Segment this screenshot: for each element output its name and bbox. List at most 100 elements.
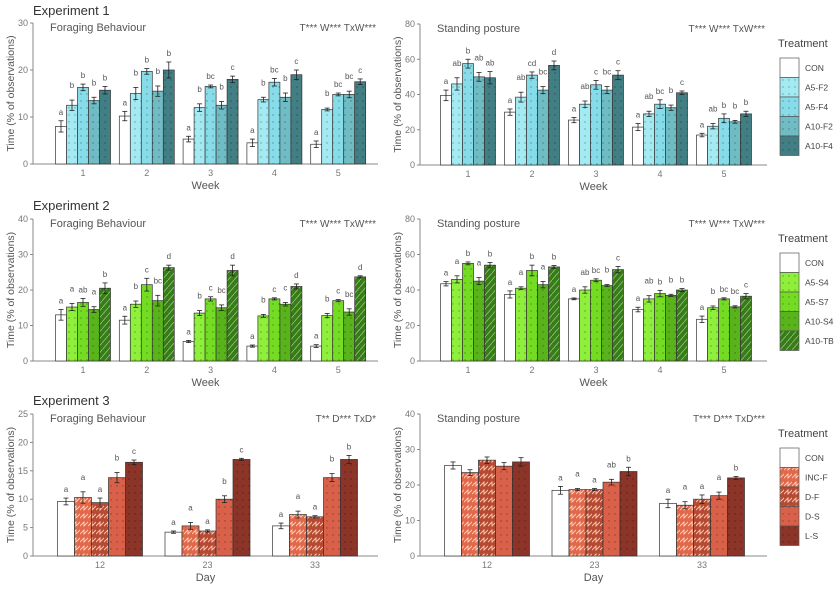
x-tick-label: 33 — [697, 560, 707, 570]
x-tick-label: 4 — [657, 169, 662, 179]
significance-letter: cd — [528, 59, 536, 68]
significance-letter: b — [134, 282, 139, 291]
significance-letter: d — [294, 271, 298, 280]
significance-letter: c — [358, 66, 362, 75]
y-tick-label: 20 — [18, 65, 28, 75]
bar-con — [632, 309, 644, 362]
legend-swatch — [779, 311, 800, 332]
y-tick-label: 25 — [18, 409, 28, 419]
y-axis-label: Time (% of observations) — [392, 427, 404, 543]
y-tick-label: 20 — [18, 285, 28, 295]
chart-panel: Standing posture T*** W*** TxW*** 0 20 40 60 8… — [392, 19, 833, 193]
bar-a10-tb — [162, 267, 175, 362]
legend: Treatment CON A5-S4 A5-S7 A10-S4 A10-TB — [778, 233, 834, 351]
bar-a10-f4 — [612, 74, 624, 166]
significance-letter: d — [552, 48, 556, 57]
bar-a5-s7 — [654, 293, 666, 362]
significance-letter: a — [59, 297, 64, 306]
bar-d-f — [693, 498, 711, 557]
significance-letter: a — [314, 128, 319, 137]
significance-letter: a — [636, 111, 641, 120]
bar-a5-f2 — [515, 96, 527, 166]
chart-panel: Standing posture T*** W*** TxW*** 0 20 40 60 8… — [392, 214, 834, 389]
significance-letter: b — [347, 442, 352, 451]
significance-letter: b — [733, 101, 738, 110]
significance-letter: b — [197, 85, 202, 94]
significance-letter: ab — [79, 286, 88, 295]
significance-letter: a — [592, 476, 597, 485]
legend-swatch — [779, 272, 800, 293]
stats-annotation: T*** W*** TxW*** — [300, 219, 377, 230]
legend-swatch — [779, 77, 800, 98]
bar-a5-s7 — [140, 284, 153, 362]
bar-a5-f4 — [140, 71, 153, 165]
x-tick-label: 5 — [336, 365, 341, 375]
significance-letter: bc — [592, 266, 600, 275]
legend-swatch — [779, 330, 800, 351]
significance-letter: bc — [345, 72, 353, 81]
significance-letter: b — [734, 463, 739, 472]
y-axis-label: Time (% of observations) — [5, 232, 17, 348]
x-tick-label: 5 — [721, 365, 726, 375]
bar-a10-f2 — [601, 89, 613, 166]
bar-a5-f2 — [451, 83, 463, 166]
bar-a10-s4 — [215, 307, 228, 362]
significance-letter: bc — [270, 65, 278, 74]
significance-letter: b — [219, 82, 224, 91]
bar-inc-f — [676, 504, 694, 557]
stats-annotation: T*** D*** TxD*** — [693, 414, 765, 425]
x-axis-label: Day — [584, 572, 604, 584]
significance-letter: ab — [475, 53, 484, 62]
significance-letter: b — [81, 71, 86, 80]
significance-letter: c — [209, 284, 213, 293]
stats-annotation: T*** W*** TxW*** — [689, 24, 766, 35]
bar-a5-f2 — [129, 93, 142, 165]
bar-con — [568, 298, 580, 362]
legend-label: A5-F4 — [805, 102, 828, 112]
bar-inc-f — [568, 489, 587, 557]
legend-label: CON — [805, 258, 824, 268]
x-tick-label: 3 — [208, 168, 213, 178]
legend-label: INC-F — [805, 473, 828, 483]
x-tick-label: 5 — [721, 169, 726, 179]
x-tick-label: 1 — [80, 168, 85, 178]
x-tick-label: 12 — [482, 560, 492, 570]
bar-a5-f4 — [590, 84, 602, 166]
chart-panel: Experiment 1 Foraging Behaviour T*** W*** … — [5, 3, 378, 192]
y-tick-label: 80 — [405, 214, 415, 224]
chart-panel: Standing posture T*** D*** TxD*** 0 10 20 30 4… — [392, 409, 828, 584]
legend-label: A10-F2 — [805, 122, 833, 132]
significance-letter: bc — [345, 290, 353, 299]
significance-letter: c — [283, 283, 287, 292]
y-tick-label: 15 — [18, 466, 28, 476]
x-tick-label: 23 — [202, 560, 212, 570]
bar-con — [272, 525, 290, 557]
significance-letter: a — [508, 96, 513, 105]
y-tick-label: 40 — [405, 285, 415, 295]
significance-letter: c — [594, 67, 598, 76]
bar-con — [632, 126, 644, 166]
significance-letter: b — [626, 454, 631, 463]
bar-a10-s4 — [473, 280, 485, 362]
x-tick-label: 4 — [272, 365, 277, 375]
bar-a10-f2 — [215, 104, 228, 165]
y-axis-label: Time (% of observations) — [392, 36, 404, 152]
significance-letter: a — [572, 104, 577, 113]
y-tick-label: 40 — [18, 214, 28, 224]
panel-title: Foraging Behaviour — [50, 413, 146, 425]
significance-letter: a — [519, 268, 524, 277]
x-axis-label: Day — [196, 572, 216, 584]
legend: Treatment CON A5-F2 A5-F4 A10-F2 A10-F4 — [778, 38, 833, 156]
bar-inc-f — [461, 472, 479, 557]
panel-title: Foraging Behaviour — [50, 218, 146, 230]
significance-letter: b — [325, 294, 330, 303]
significance-letter: bc — [731, 287, 739, 296]
bar-con — [164, 531, 183, 557]
bar-con — [57, 501, 75, 557]
legend-label: D-F — [805, 492, 819, 502]
legend-swatch — [779, 57, 800, 78]
x-tick-label: 1 — [465, 365, 470, 375]
significance-letter: c — [272, 285, 276, 294]
significance-letter: b — [744, 98, 749, 107]
